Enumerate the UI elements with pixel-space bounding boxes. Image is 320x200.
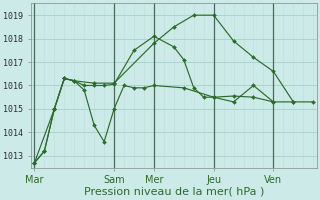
X-axis label: Pression niveau de la mer( hPa ): Pression niveau de la mer( hPa ) [84, 187, 264, 197]
